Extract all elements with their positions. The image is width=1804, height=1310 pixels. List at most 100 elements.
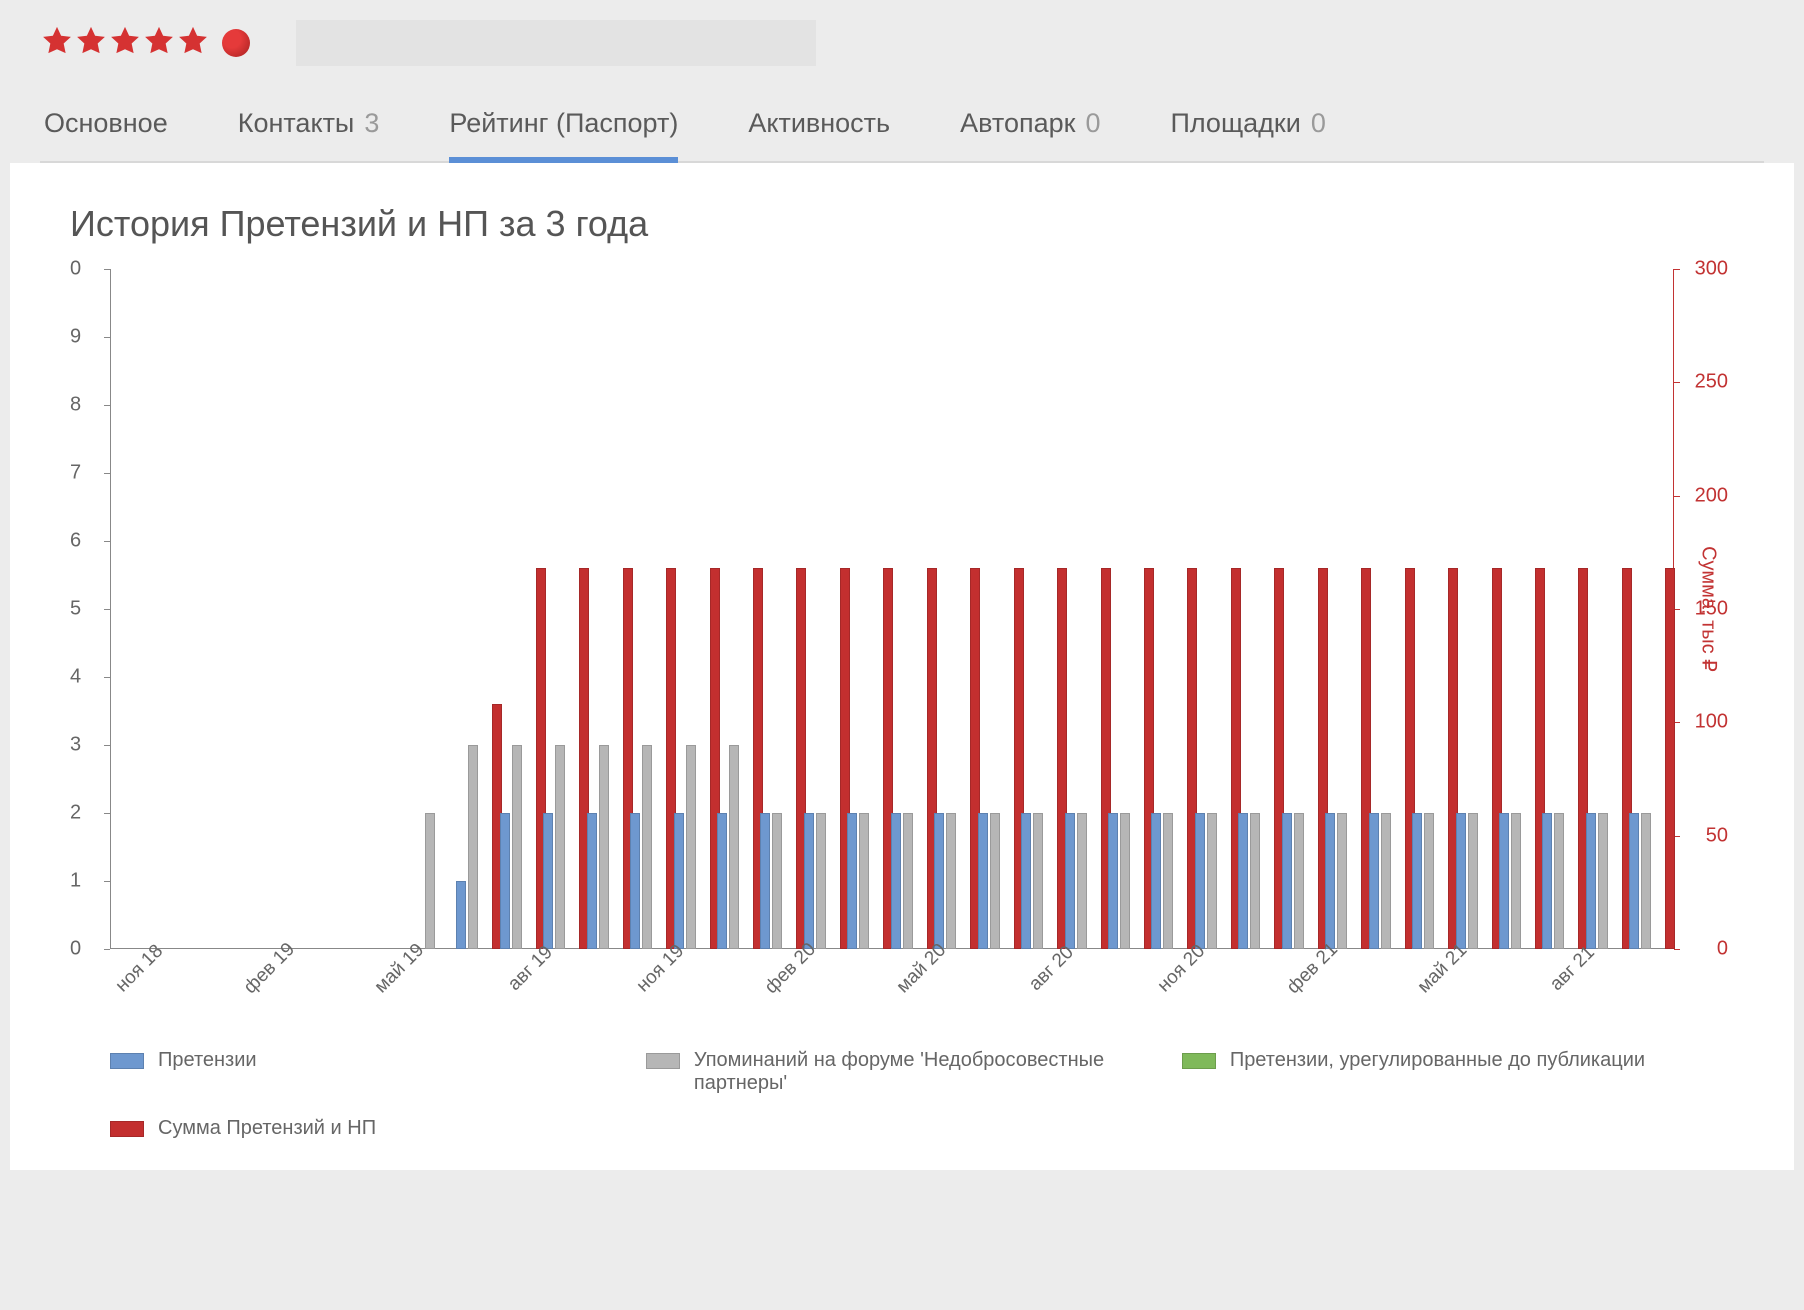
bar-mentions[interactable] — [816, 813, 826, 949]
bar-mentions[interactable] — [555, 745, 565, 949]
bar-claims[interactable] — [1151, 813, 1161, 949]
bar-claims[interactable] — [978, 813, 988, 949]
tab-label: Активность — [748, 108, 890, 138]
bar-claims[interactable] — [1456, 813, 1466, 949]
tab-3[interactable]: Активность — [748, 94, 890, 161]
tab-1[interactable]: Контакты3 — [238, 94, 380, 161]
bar-claims[interactable] — [760, 813, 770, 949]
bar-mentions[interactable] — [903, 813, 913, 949]
bar-mentions[interactable] — [1554, 813, 1564, 949]
y-right-tick — [1674, 496, 1680, 497]
chart-title: История Претензий и НП за 3 года — [70, 203, 1734, 245]
bar-mentions[interactable] — [1641, 813, 1651, 949]
bar-sum[interactable] — [1665, 568, 1675, 949]
legend-label: Сумма Претензий и НП — [158, 1117, 376, 1140]
bar-claims[interactable] — [1586, 813, 1596, 949]
bar-claims[interactable] — [1369, 813, 1379, 949]
y-left-tick — [104, 405, 110, 406]
bar-mentions[interactable] — [1077, 813, 1087, 949]
bar-group — [1108, 568, 1154, 949]
y-left-tick-label: 8 — [70, 394, 81, 417]
bar-mentions[interactable] — [1250, 813, 1260, 949]
bar-mentions[interactable] — [1120, 813, 1130, 949]
bar-mentions[interactable] — [1381, 813, 1391, 949]
bar-claims[interactable] — [1542, 813, 1552, 949]
y-left-tick-label: 6 — [70, 530, 81, 553]
y-right-tick-label: 0 — [1717, 938, 1728, 961]
bar-mentions[interactable] — [686, 745, 696, 949]
bar-claims[interactable] — [1021, 813, 1031, 949]
bar-claims[interactable] — [891, 813, 901, 949]
bar-claims[interactable] — [847, 813, 857, 949]
stars-container — [40, 24, 210, 63]
star-icon — [40, 24, 74, 58]
bar-claims[interactable] — [630, 813, 640, 949]
bar-claims[interactable] — [456, 881, 466, 949]
bar-claims[interactable] — [1412, 813, 1422, 949]
legend-item-settled[interactable]: Претензии, урегулированные до публикации — [1182, 1049, 1718, 1095]
rating-row — [40, 20, 1764, 66]
legend-label: Претензии, урегулированные до публикации — [1230, 1049, 1645, 1072]
bar-mentions[interactable] — [772, 813, 782, 949]
y-left-tick — [104, 609, 110, 610]
bar-claims[interactable] — [543, 813, 553, 949]
bar-group — [1412, 568, 1458, 949]
bar-claims[interactable] — [1238, 813, 1248, 949]
tab-5[interactable]: Площадки0 — [1170, 94, 1325, 161]
bar-mentions[interactable] — [599, 745, 609, 949]
bar-claims[interactable] — [1108, 813, 1118, 949]
bar-mentions[interactable] — [642, 745, 652, 949]
tab-count: 0 — [1085, 108, 1100, 138]
bar-mentions[interactable] — [1294, 813, 1304, 949]
tab-4[interactable]: Автопарк0 — [960, 94, 1100, 161]
tab-2[interactable]: Рейтинг (Паспорт) — [449, 94, 678, 161]
bar-claims[interactable] — [1195, 813, 1205, 949]
bar-mentions[interactable] — [859, 813, 869, 949]
bar-mentions[interactable] — [512, 745, 522, 949]
legend-item-mentions[interactable]: Упоминаний на форуме 'Недобросовестные п… — [646, 1049, 1182, 1095]
y-left-tick — [104, 473, 110, 474]
y-right-tick — [1674, 949, 1680, 950]
bar-claims[interactable] — [674, 813, 684, 949]
chart-legend: Претензии Упоминаний на форуме 'Недобросо… — [110, 1049, 1734, 1140]
bar-claims[interactable] — [1282, 813, 1292, 949]
bar-mentions[interactable] — [425, 813, 435, 949]
company-name-placeholder — [296, 20, 816, 66]
bar-mentions[interactable] — [1468, 813, 1478, 949]
bar-mentions[interactable] — [1207, 813, 1217, 949]
bar-mentions[interactable] — [946, 813, 956, 949]
legend-item-claims[interactable]: Претензии — [110, 1049, 646, 1095]
bar-group — [1195, 568, 1241, 949]
bar-claims[interactable] — [717, 813, 727, 949]
bar-mentions[interactable] — [1511, 813, 1521, 949]
bar-mentions[interactable] — [1033, 813, 1043, 949]
legend-label: Претензии — [158, 1049, 257, 1072]
bar-mentions[interactable] — [1337, 813, 1347, 949]
bar-group — [630, 568, 676, 949]
bar-claims[interactable] — [500, 813, 510, 949]
y-left-tick-label: 0 — [70, 258, 81, 281]
bar-mentions[interactable] — [468, 745, 478, 949]
bar-mentions[interactable] — [729, 745, 739, 949]
bar-group — [543, 568, 589, 949]
bar-claims[interactable] — [1065, 813, 1075, 949]
x-tick-label: авг 20 — [1025, 942, 1079, 996]
legend-label: Упоминаний на форуме 'Недобросовестные п… — [694, 1049, 1152, 1095]
bar-mentions[interactable] — [990, 813, 1000, 949]
tab-count: 3 — [364, 108, 379, 138]
bar-mentions[interactable] — [1163, 813, 1173, 949]
bar-claims[interactable] — [1499, 813, 1509, 949]
bar-claims[interactable] — [1629, 813, 1639, 949]
tab-0[interactable]: Основное — [44, 94, 168, 161]
bar-claims[interactable] — [1325, 813, 1335, 949]
bar-claims[interactable] — [934, 813, 944, 949]
bar-mentions[interactable] — [1598, 813, 1608, 949]
y-right-tick-label: 100 — [1695, 711, 1728, 734]
bar-mentions[interactable] — [1424, 813, 1434, 949]
bar-group — [1065, 568, 1111, 949]
legend-item-sum[interactable]: Сумма Претензий и НП — [110, 1117, 646, 1140]
bar-claims[interactable] — [587, 813, 597, 949]
star-icon — [74, 24, 108, 58]
bar-claims[interactable] — [804, 813, 814, 949]
left-axis-line — [110, 269, 111, 949]
